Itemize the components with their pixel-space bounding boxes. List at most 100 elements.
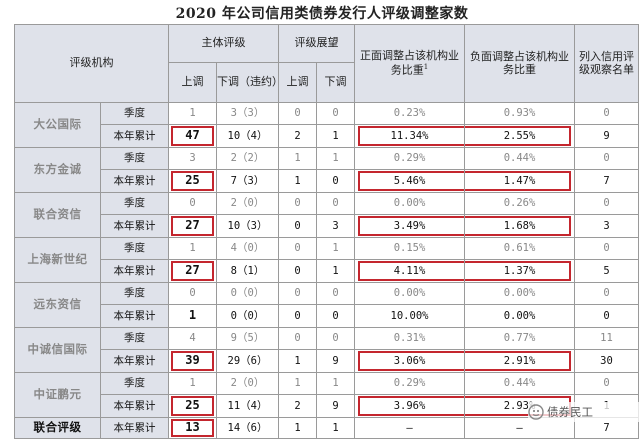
period-label-quarter: 季度 bbox=[100, 282, 169, 305]
period-label-ytd: 本年累计 bbox=[100, 214, 169, 238]
period-label-ytd: 本年累计 bbox=[100, 417, 169, 439]
cell-outlook-up: 0 bbox=[278, 102, 317, 125]
cell-watchlist: 3 bbox=[574, 214, 639, 238]
cell-up: 1 bbox=[168, 304, 217, 328]
cell-outlook-down: 1 bbox=[316, 417, 355, 439]
cell-outlook-up: 1 bbox=[278, 169, 317, 193]
cell-positive-ratio: 0.00% bbox=[354, 282, 465, 305]
cell-down: 0（0） bbox=[216, 304, 279, 328]
header-negative-ratio: 负面调整占该机构业务比重 bbox=[464, 24, 575, 103]
table-row: 本年累计 39 29（6） 1 9 3.06% 2.91% 30 bbox=[15, 349, 639, 373]
period-label-ytd: 本年累计 bbox=[100, 169, 169, 193]
table-title: 2020 年公司信用类债券发行人评级调整家数 bbox=[175, 6, 469, 22]
cell-watchlist: 7 bbox=[574, 169, 639, 193]
cell-watchlist: 30 bbox=[574, 349, 639, 373]
cell-positive-ratio: – bbox=[354, 417, 465, 439]
table-row: 上海新世纪 季度 1 4（0） 0 1 0.15% 0.61% 0 bbox=[14, 237, 639, 283]
cell-up: 39 bbox=[168, 349, 217, 373]
cell-up: 27 bbox=[168, 214, 217, 238]
cell-outlook-down: 9 bbox=[316, 349, 355, 373]
cell-positive-ratio: 3.49% bbox=[354, 214, 465, 238]
cell-up: 27 bbox=[168, 259, 217, 283]
cell-down: 7（3） bbox=[216, 169, 279, 193]
cell-down: 29（6） bbox=[216, 349, 279, 373]
agency-name: 联合评级 bbox=[14, 417, 101, 439]
agency-name: 中证鹏元 bbox=[14, 372, 101, 418]
cell-down: 2（0） bbox=[216, 192, 279, 215]
cell-negative-ratio: 0.26% bbox=[464, 192, 575, 215]
cell-positive-ratio: 3.06% bbox=[354, 349, 465, 373]
cell-outlook-up: 0 bbox=[278, 282, 317, 305]
cell-down: 4（0） bbox=[216, 237, 279, 260]
header-watchlist: 列入信用评级观察名单 bbox=[574, 24, 639, 103]
cell-up: 1 bbox=[168, 102, 217, 125]
cell-outlook-up: 0 bbox=[278, 192, 317, 215]
cell-negative-ratio: 1.47% bbox=[464, 169, 575, 193]
cell-negative-ratio: 1.68% bbox=[464, 214, 575, 238]
cell-outlook-down: 3 bbox=[316, 214, 355, 238]
cell-watchlist: 11 bbox=[574, 327, 639, 350]
cell-negative-ratio: 2.55% bbox=[464, 124, 575, 148]
cell-watchlist: 0 bbox=[574, 192, 639, 215]
period-label-ytd: 本年累计 bbox=[100, 394, 169, 418]
cell-watchlist: 9 bbox=[574, 124, 639, 148]
cell-outlook-up: 1 bbox=[278, 147, 317, 170]
cell-watchlist: 0 bbox=[574, 102, 639, 125]
cell-positive-ratio: 5.46% bbox=[354, 169, 465, 193]
cell-outlook-down: 1 bbox=[316, 259, 355, 283]
cell-up: 25 bbox=[168, 394, 217, 418]
agency-name: 大公国际 bbox=[14, 102, 101, 148]
period-label-ytd: 本年累计 bbox=[100, 349, 169, 373]
cell-watchlist: 0 bbox=[574, 282, 639, 305]
cell-outlook-down: 1 bbox=[316, 372, 355, 395]
period-label-quarter: 季度 bbox=[100, 372, 169, 395]
cell-watchlist: 0 bbox=[574, 304, 639, 328]
table-row: 本年累计 47 10（4） 2 1 11.34% 2.55% 9 bbox=[15, 124, 639, 148]
cell-outlook-down: 0 bbox=[316, 192, 355, 215]
cell-outlook-up: 0 bbox=[278, 214, 317, 238]
cell-watchlist: 0 bbox=[574, 237, 639, 260]
cell-negative-ratio: 0.61% bbox=[464, 237, 575, 260]
cell-up: 47 bbox=[168, 124, 217, 148]
table-row: 本年累计 27 10（3） 0 3 3.49% 1.68% 3 bbox=[15, 214, 639, 238]
cell-outlook-down: 0 bbox=[316, 169, 355, 193]
cell-outlook-down: 1 bbox=[316, 237, 355, 260]
wechat-icon bbox=[528, 404, 544, 420]
cell-down: 14（6） bbox=[216, 417, 279, 439]
period-label-quarter: 季度 bbox=[100, 327, 169, 350]
cell-negative-ratio: 0.00% bbox=[464, 304, 575, 328]
cell-outlook-down: 0 bbox=[316, 282, 355, 305]
cell-up: 1 bbox=[168, 237, 217, 260]
cell-up: 0 bbox=[168, 192, 217, 215]
table-row: 联合评级 本年累计 13 14（6） 1 1– –7 bbox=[14, 417, 639, 439]
header-outlook-down: 下调 bbox=[316, 62, 355, 103]
header-positive-ratio: 正面调整占该机构业务比重1 bbox=[354, 24, 465, 103]
agency-name: 东方金诚 bbox=[14, 147, 101, 193]
cell-positive-ratio: 4.11% bbox=[354, 259, 465, 283]
cell-up: 25 bbox=[168, 169, 217, 193]
cell-watchlist: 0 bbox=[574, 372, 639, 395]
table-row: 远东资信 季度 0 0（0） 0 0 0.00% 0.00% 0 bbox=[14, 282, 639, 328]
cell-outlook-up: 0 bbox=[278, 327, 317, 350]
cell-down: 2（0） bbox=[216, 372, 279, 395]
period-label-quarter: 季度 bbox=[100, 102, 169, 125]
cell-negative-ratio: 0.77% bbox=[464, 327, 575, 350]
cell-up: 3 bbox=[168, 147, 217, 170]
period-label-ytd: 本年累计 bbox=[100, 304, 169, 328]
cell-negative-ratio: 1.37% bbox=[464, 259, 575, 283]
cell-outlook-down: 1 bbox=[316, 147, 355, 170]
table-row: 联合资信 季度 0 2（0） 0 0 0.00% 0.26% 0 bbox=[14, 192, 639, 238]
cell-negative-ratio: 0.00% bbox=[464, 282, 575, 305]
header-down: 下调（违约） bbox=[216, 62, 279, 103]
watermark: 债券民工 bbox=[528, 402, 640, 422]
header-agency: 评级机构 bbox=[14, 24, 169, 103]
cell-positive-ratio: 11.34% bbox=[354, 124, 465, 148]
period-label-quarter: 季度 bbox=[100, 147, 169, 170]
table-row: 中证鹏元 季度 1 2（0） 1 1 0.29% 0.44% 0 bbox=[14, 372, 639, 418]
cell-outlook-down: 1 bbox=[316, 124, 355, 148]
cell-positive-ratio: 3.96% bbox=[354, 394, 465, 418]
table-row: 本年累计 25 7（3） 1 0 5.46% 1.47% 7 bbox=[15, 169, 639, 193]
cell-down: 10（3） bbox=[216, 214, 279, 238]
table-row: 大公国际 季度 1 3（3） 0 0 0.23% 0.93% 0 bbox=[14, 102, 639, 148]
